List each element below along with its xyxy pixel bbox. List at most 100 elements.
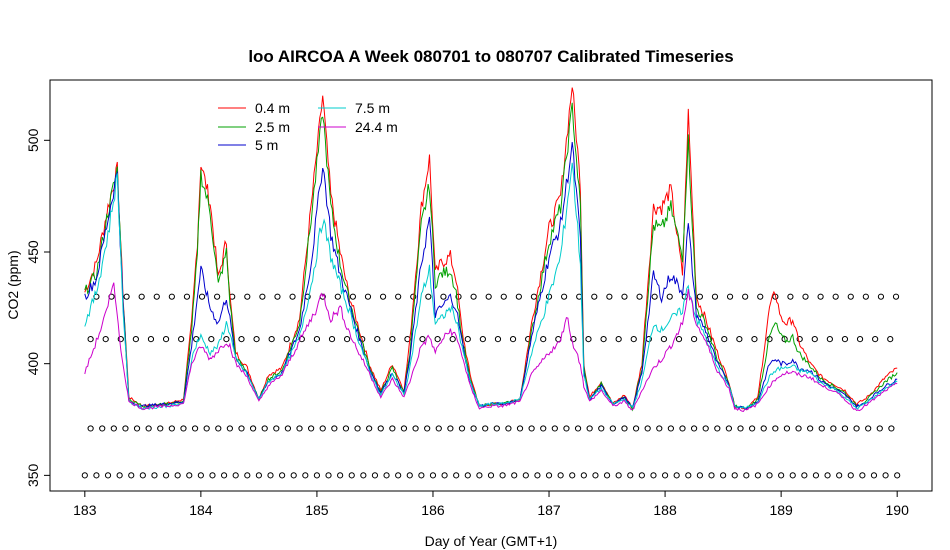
flag-marker: [244, 472, 251, 479]
x-axis: 183 184 185 186 187 188 189 190: [73, 490, 909, 518]
flag-marker: [870, 472, 878, 479]
flag-marker: [754, 472, 762, 479]
flag-marker: [795, 425, 802, 432]
flag-marker: [238, 425, 245, 432]
flag-marker: [824, 472, 831, 479]
flag-marker: [238, 336, 245, 343]
flag-marker: [772, 425, 779, 432]
flag-marker: [395, 472, 402, 479]
flag-marker: [675, 336, 683, 343]
y-tick-label: 500: [25, 128, 41, 152]
flag-marker: [856, 336, 864, 343]
flag-marker: [425, 293, 432, 300]
flag-marker: [876, 425, 883, 432]
flag-marker: [696, 472, 703, 479]
flag-marker: [561, 293, 568, 300]
flag-marker: [400, 425, 408, 432]
flag-marker: [249, 425, 257, 432]
flag-marker: [737, 425, 744, 432]
flag-marker: [279, 472, 286, 479]
flag-marker: [872, 336, 879, 343]
legend: 0.4 m 2.5 m 5 m 7.5 m 24.4 m: [218, 100, 398, 153]
flag-marker: [132, 336, 139, 343]
flag-marker: [787, 293, 794, 300]
flag-marker: [743, 472, 750, 479]
legend-label: 24.4 m: [355, 119, 398, 135]
flag-marker: [289, 293, 296, 300]
flag-marker: [796, 336, 803, 343]
flag-marker: [162, 472, 170, 479]
flag-marker: [215, 425, 222, 432]
flag-marker: [470, 425, 477, 432]
flag-marker: [116, 472, 123, 479]
x-axis-label: Day of Year (GMT+1): [425, 533, 558, 549]
flag-marker: [313, 472, 321, 479]
flag-marker: [110, 425, 117, 432]
flag-marker: [313, 336, 321, 343]
flag-marker: [87, 336, 94, 343]
chart-title: loo AIRCOA A Week 080701 to 080707 Calib…: [248, 47, 733, 66]
flag-marker: [841, 425, 849, 432]
flag-marker: [832, 293, 839, 300]
y-tick-label: 400: [25, 352, 41, 376]
flag-marker: [660, 336, 668, 343]
flag-marker: [651, 293, 658, 300]
flag-marker: [157, 425, 164, 432]
flag-marker: [153, 293, 160, 300]
flag-marker: [505, 425, 512, 432]
flag-marker: [731, 472, 738, 479]
flag-marker: [117, 336, 124, 343]
flag-marker: [349, 293, 356, 300]
flag-marker: [267, 472, 274, 479]
flag-marker: [151, 472, 158, 479]
flag-marker: [877, 293, 885, 300]
flag-marker: [274, 293, 281, 300]
flag-marker: [99, 425, 106, 432]
flag-marker: [545, 472, 553, 479]
flag-marker: [470, 293, 477, 300]
flag-marker: [208, 336, 215, 343]
flag-marker: [180, 425, 187, 432]
flag-marker: [615, 472, 622, 479]
flag-marker: [726, 293, 734, 300]
flag-marker: [570, 336, 577, 343]
flag-marker: [193, 336, 200, 343]
flag-marker: [714, 425, 721, 432]
flag-marker: [104, 472, 112, 479]
flag-marker: [328, 336, 336, 343]
flag-marker: [673, 472, 680, 479]
flag-marker: [377, 425, 384, 432]
y-axis-label: CO2 (ppm): [5, 250, 21, 319]
flag-marker: [563, 425, 570, 432]
flag-marker: [841, 336, 849, 343]
flag-marker: [690, 425, 698, 432]
flag-marker: [334, 293, 341, 300]
flag-markers: [81, 293, 901, 479]
flag-marker: [721, 336, 728, 343]
flag-marker: [203, 425, 210, 432]
flag-marker: [482, 425, 489, 432]
flag-marker: [592, 472, 599, 479]
flag-marker: [209, 472, 216, 479]
flag-marker: [308, 425, 315, 432]
flag-marker: [319, 425, 326, 432]
flag-marker: [569, 472, 576, 479]
flag-marker: [440, 293, 447, 300]
flag-marker: [197, 472, 204, 479]
flag-marker: [509, 336, 517, 343]
flag-marker: [348, 472, 355, 479]
flag-marker: [198, 293, 206, 300]
flag-marker: [290, 472, 297, 479]
flag-marker: [551, 425, 558, 432]
flag-marker: [690, 336, 698, 343]
flag-marker: [766, 472, 773, 479]
legend-label: 0.4 m: [255, 100, 290, 116]
flag-marker: [609, 425, 616, 432]
flag-marker: [406, 472, 413, 479]
series-line-4: [84, 282, 898, 412]
flag-marker: [429, 472, 437, 479]
flag-marker: [826, 336, 833, 343]
flag-marker: [485, 293, 492, 300]
flag-marker: [174, 472, 181, 479]
